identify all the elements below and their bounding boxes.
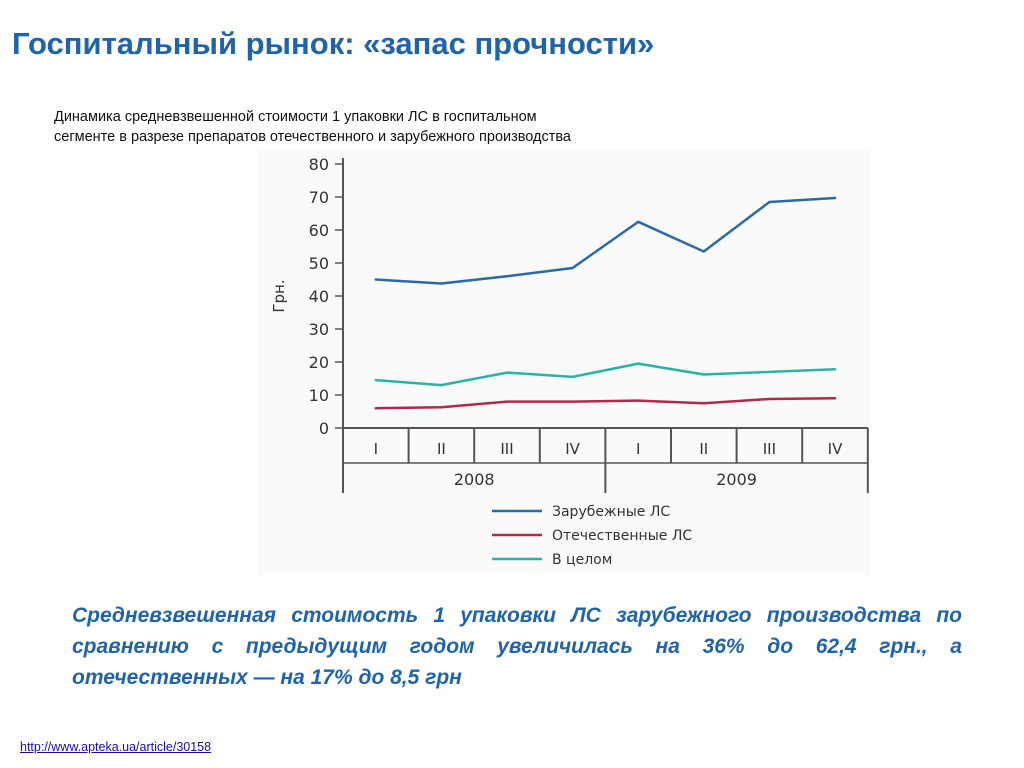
x-category-label: III — [763, 440, 776, 458]
x-category-label: I — [636, 440, 640, 458]
chart-background — [258, 150, 870, 575]
x-category-label: I — [374, 440, 378, 458]
y-tick-label: 50 — [309, 254, 329, 273]
slide-title: Госпитальный рынок: «запас прочности» — [12, 26, 655, 61]
y-axis-label: Грн. — [270, 279, 288, 312]
legend-label-2: Отечественные ЛС — [552, 528, 692, 544]
y-tick-label: 0 — [319, 419, 329, 438]
y-tick-label: 40 — [309, 287, 329, 306]
x-category-label: II — [699, 440, 708, 458]
chart-series — [374, 196, 837, 410]
x-category-label: III — [500, 440, 513, 458]
chart-caption: Динамика средневзвешенной стоимости 1 уп… — [54, 107, 694, 147]
conclusion-text: Средневзвешенная стоимость 1 упаковки ЛС… — [72, 604, 962, 689]
y-tick-label: 60 — [309, 221, 329, 240]
chart-caption-line-2: сегменте в разрезе препаратов отечествен… — [54, 129, 571, 145]
chart-caption-line-1: Динамика средневзвешенной стоимости 1 уп… — [54, 109, 537, 125]
x-category-label: II — [437, 440, 446, 458]
x-category-label: IV — [565, 440, 580, 458]
x-year-label: 2008 — [454, 470, 495, 489]
chart: 0 10 20 30 40 50 60 70 80 Грн. I II III IV I II III IV 200… — [258, 150, 870, 575]
legend-label-3: В целом — [552, 552, 612, 568]
chart-legend: Зарубежные ЛС Отечественные ЛС В целом — [492, 504, 692, 568]
y-tick-label: 80 — [309, 155, 329, 174]
series-line-2 — [374, 397, 837, 410]
legend-label-1: Зарубежные ЛС — [552, 504, 670, 520]
y-tick-label: 10 — [309, 386, 329, 405]
y-tick-label: 30 — [309, 320, 329, 339]
series-line-3 — [374, 362, 837, 387]
y-tick-label: 20 — [309, 353, 329, 372]
series-line-1 — [374, 196, 837, 285]
x-year-label: 2009 — [716, 470, 757, 489]
x-category-label: IV — [828, 440, 843, 458]
source-link[interactable]: http://www.apteka.ua/article/30158 — [20, 740, 212, 754]
y-tick-label: 70 — [309, 188, 329, 207]
